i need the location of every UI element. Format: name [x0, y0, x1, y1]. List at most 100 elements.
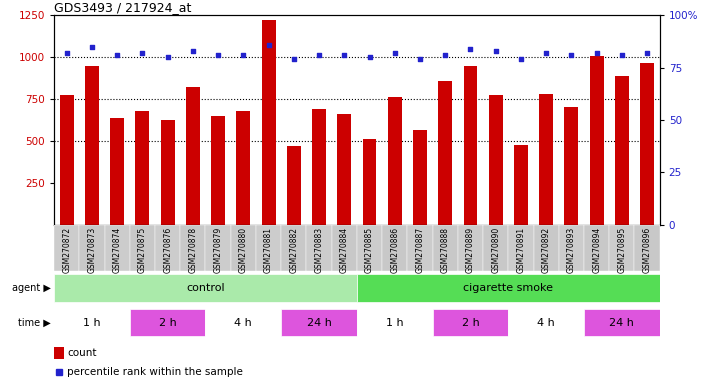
Text: GSM270883: GSM270883: [314, 227, 324, 273]
Text: percentile rank within the sample: percentile rank within the sample: [67, 367, 243, 377]
Text: agent ▶: agent ▶: [12, 283, 50, 293]
Text: time ▶: time ▶: [18, 318, 50, 328]
Point: [590, 50, 602, 56]
Bar: [464, 66, 477, 225]
Bar: [281, 225, 306, 271]
Point: [136, 50, 149, 56]
Bar: [584, 225, 609, 271]
Bar: [110, 118, 124, 225]
Bar: [363, 139, 376, 225]
Bar: [357, 274, 660, 302]
Point: [363, 54, 375, 60]
Text: GSM270896: GSM270896: [642, 227, 652, 273]
Bar: [130, 309, 205, 336]
Bar: [54, 347, 63, 359]
Text: GSM270889: GSM270889: [466, 227, 475, 273]
Bar: [205, 225, 231, 271]
Point: [464, 46, 476, 52]
Bar: [584, 309, 660, 336]
Bar: [508, 225, 534, 271]
Text: GSM270892: GSM270892: [541, 227, 551, 273]
Text: GSM270891: GSM270891: [516, 227, 526, 273]
Point: [111, 52, 123, 58]
Bar: [231, 225, 256, 271]
Bar: [458, 225, 483, 271]
Bar: [136, 111, 149, 225]
Point: [313, 52, 324, 58]
Bar: [256, 225, 281, 271]
Text: 1 h: 1 h: [83, 318, 101, 328]
Bar: [590, 56, 603, 225]
Text: 2 h: 2 h: [461, 318, 479, 328]
Bar: [205, 309, 281, 336]
Point: [389, 50, 400, 56]
Point: [288, 56, 299, 62]
Bar: [306, 225, 332, 271]
Bar: [287, 146, 301, 225]
Bar: [60, 95, 74, 225]
Bar: [281, 309, 357, 336]
Text: GSM270893: GSM270893: [567, 227, 576, 273]
Point: [86, 44, 97, 50]
Point: [162, 54, 173, 60]
Bar: [54, 274, 357, 302]
Point: [565, 52, 577, 58]
Text: GSM270879: GSM270879: [213, 227, 223, 273]
Bar: [407, 225, 433, 271]
Point: [540, 50, 552, 56]
Bar: [413, 130, 427, 225]
Point: [338, 52, 350, 58]
Bar: [640, 63, 654, 225]
Bar: [433, 225, 458, 271]
Bar: [332, 225, 357, 271]
Bar: [382, 225, 407, 271]
Text: GSM270888: GSM270888: [441, 227, 450, 273]
Bar: [357, 225, 382, 271]
Text: 2 h: 2 h: [159, 318, 177, 328]
Text: GSM270894: GSM270894: [592, 227, 601, 273]
Point: [61, 50, 72, 56]
Text: control: control: [186, 283, 225, 293]
Bar: [211, 116, 225, 225]
Text: GSM270875: GSM270875: [138, 227, 147, 273]
Bar: [559, 225, 584, 271]
Text: GSM270882: GSM270882: [289, 227, 298, 273]
Bar: [130, 225, 155, 271]
Text: GSM270887: GSM270887: [415, 227, 425, 273]
Text: GSM270895: GSM270895: [617, 227, 627, 273]
Bar: [508, 309, 584, 336]
Bar: [615, 76, 629, 225]
Bar: [85, 66, 99, 225]
Bar: [388, 98, 402, 225]
Bar: [534, 225, 559, 271]
Point: [187, 48, 198, 54]
Text: GSM270885: GSM270885: [365, 227, 374, 273]
Text: GSM270876: GSM270876: [163, 227, 172, 273]
Text: 4 h: 4 h: [537, 318, 555, 328]
Bar: [483, 225, 508, 271]
Bar: [634, 225, 660, 271]
Bar: [236, 111, 250, 225]
Bar: [539, 94, 553, 225]
Text: GSM270884: GSM270884: [340, 227, 349, 273]
Bar: [54, 225, 79, 271]
Point: [262, 41, 274, 48]
Bar: [54, 309, 130, 336]
Point: [616, 52, 627, 58]
Text: cigarette smoke: cigarette smoke: [464, 283, 553, 293]
Bar: [337, 114, 351, 225]
Point: [439, 52, 451, 58]
Text: GSM270878: GSM270878: [188, 227, 198, 273]
Bar: [312, 109, 326, 225]
Point: [414, 56, 425, 62]
Bar: [357, 309, 433, 336]
Text: 1 h: 1 h: [386, 318, 404, 328]
Point: [212, 52, 224, 58]
Point: [515, 56, 526, 62]
Bar: [489, 95, 503, 225]
Text: GSM270886: GSM270886: [390, 227, 399, 273]
Bar: [155, 225, 180, 271]
Bar: [565, 108, 578, 225]
Text: 24 h: 24 h: [609, 318, 634, 328]
Text: GSM270874: GSM270874: [112, 227, 122, 273]
